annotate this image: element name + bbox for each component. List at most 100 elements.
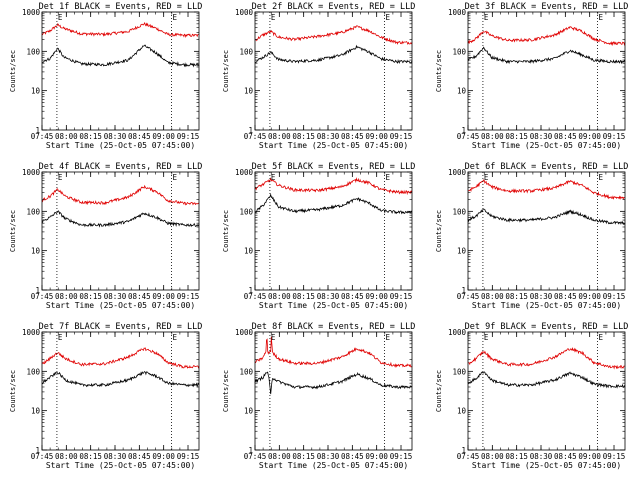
series-red-line — [255, 25, 413, 46]
marker-label-2: E — [173, 13, 178, 22]
y-tick-label: 1 — [461, 446, 466, 455]
series-red-line — [41, 21, 200, 39]
x-tick-label: 08:00 — [55, 452, 78, 461]
marker-label-2: E — [599, 13, 604, 22]
y-tick-label: 1 — [461, 286, 466, 295]
x-tick-label: 09:00 — [152, 452, 175, 461]
marker-label-2: E — [173, 333, 178, 342]
y-tick-label: 100 — [452, 367, 466, 376]
panel-title: Det 6f BLACK = Events, RED = LLD — [465, 162, 629, 172]
x-axis-label: Start Time (25-Oct-05 07:45:00) — [46, 141, 195, 150]
x-tick-label: 08:00 — [55, 132, 78, 141]
x-tick-label: 08:30 — [530, 132, 553, 141]
x-tick-label: 08:00 — [481, 452, 504, 461]
series-red-line — [254, 177, 413, 196]
x-tick-label: 09:15 — [603, 452, 626, 461]
x-tick-label: 08:15 — [292, 292, 315, 301]
x-axis-label: Start Time (25-Oct-05 07:45:00) — [472, 301, 621, 310]
series-red-line — [41, 184, 200, 206]
y-tick-label: 100 — [452, 207, 466, 216]
x-tick-label: 07:45 — [457, 132, 480, 141]
y-tick-label: 10 — [31, 247, 41, 256]
series-black-line — [254, 371, 413, 395]
panel-title: Det 4f BLACK = Events, RED = LLD — [39, 162, 203, 172]
y-tick-label: 100 — [26, 367, 40, 376]
y-tick-label: 1000 — [235, 8, 254, 17]
x-tick-label: 08:00 — [481, 292, 504, 301]
x-tick-label: 07:45 — [31, 452, 54, 461]
x-axis-label: Start Time (25-Oct-05 07:45:00) — [46, 461, 195, 470]
x-tick-label: 09:00 — [365, 452, 388, 461]
x-tick-label: 09:00 — [365, 132, 388, 141]
series-red-line — [467, 25, 626, 47]
y-tick-label: 10 — [457, 407, 467, 416]
y-tick-label: 10 — [457, 247, 467, 256]
x-tick-label: 08:45 — [554, 292, 577, 301]
x-tick-label: 08:45 — [341, 452, 364, 461]
series-black-line — [255, 193, 413, 215]
series-black-line — [467, 371, 626, 389]
x-tick-label: 08:30 — [104, 292, 127, 301]
panel-title: Det 7f BLACK = Events, RED = LLD — [39, 322, 203, 332]
y-axis-label: Counts/sec — [9, 50, 17, 92]
y-tick-label: 100 — [239, 47, 253, 56]
plot-frame — [467, 171, 626, 291]
y-tick-label: 100 — [26, 47, 40, 56]
series-black-line — [42, 44, 200, 68]
marker-label-1: E — [58, 333, 63, 342]
x-tick-label: 08:15 — [505, 292, 528, 301]
x-tick-label: 08:00 — [268, 132, 291, 141]
panel-title: Det 9f BLACK = Events, RED = LLD — [465, 322, 629, 332]
y-tick-label: 10 — [31, 407, 41, 416]
x-tick-label: 08:45 — [341, 132, 364, 141]
y-tick-label: 1000 — [22, 8, 41, 17]
x-tick-label: 09:00 — [578, 452, 601, 461]
plot-frame — [467, 331, 626, 451]
x-tick-label: 08:15 — [505, 132, 528, 141]
x-tick-label: 08:45 — [341, 292, 364, 301]
y-axis-label: Counts/sec — [222, 210, 230, 252]
marker-label-2: E — [386, 173, 391, 182]
x-tick-label: 07:45 — [457, 292, 480, 301]
x-tick-label: 08:15 — [79, 132, 102, 141]
y-tick-label: 1 — [35, 446, 40, 455]
x-axis-label: Start Time (25-Oct-05 07:45:00) — [472, 461, 621, 470]
x-tick-label: 07:45 — [244, 292, 267, 301]
marker-label-1: E — [271, 13, 276, 22]
series-red-line — [467, 346, 626, 370]
x-axis-label: Start Time (25-Oct-05 07:45:00) — [259, 141, 408, 150]
x-tick-label: 09:00 — [578, 292, 601, 301]
x-axis-label: Start Time (25-Oct-05 07:45:00) — [259, 461, 408, 470]
x-tick-label: 08:30 — [317, 452, 340, 461]
x-tick-label: 09:00 — [365, 292, 388, 301]
y-axis-label: Counts/sec — [9, 210, 17, 252]
x-tick-label: 08:30 — [530, 292, 553, 301]
marker-label-2: E — [386, 333, 391, 342]
x-axis-label: Start Time (25-Oct-05 07:45:00) — [472, 141, 621, 150]
y-tick-label: 10 — [31, 87, 41, 96]
marker-label-2: E — [173, 173, 178, 182]
y-tick-label: 1 — [248, 126, 253, 135]
x-tick-label: 09:15 — [390, 132, 413, 141]
x-tick-label: 09:00 — [152, 132, 175, 141]
marker-label-1: E — [271, 173, 276, 182]
y-tick-label: 1 — [248, 286, 253, 295]
y-tick-label: 10 — [244, 87, 254, 96]
x-tick-label: 08:45 — [128, 452, 151, 461]
x-axis-label: Start Time (25-Oct-05 07:45:00) — [46, 301, 195, 310]
x-tick-label: 07:45 — [244, 132, 267, 141]
x-tick-label: 09:15 — [603, 292, 626, 301]
plot-frame — [41, 331, 200, 451]
y-tick-label: 1000 — [235, 328, 254, 337]
y-tick-label: 1000 — [448, 8, 467, 17]
x-tick-label: 09:00 — [578, 132, 601, 141]
x-tick-label: 08:45 — [128, 132, 151, 141]
plot-frame — [254, 11, 413, 131]
